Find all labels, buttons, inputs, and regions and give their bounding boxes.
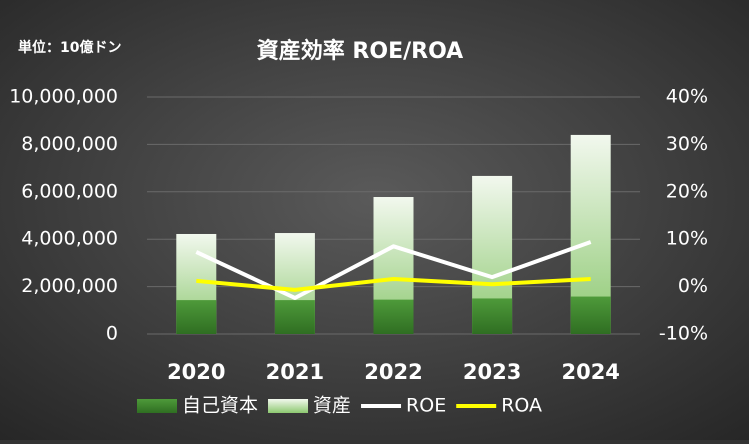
x-tick-label: 2023 (463, 360, 521, 384)
x-tick-label: 2021 (266, 360, 324, 384)
y2-tick-label: -10% (659, 323, 708, 345)
line (196, 277, 591, 292)
y-tick-label: 2,000,000 (21, 275, 118, 297)
bar (274, 300, 315, 334)
unit-note: 単位：10億ドン (18, 39, 121, 56)
x-tick-label: 2022 (364, 360, 422, 384)
line (195, 240, 592, 300)
legend-label: 自己資本 (182, 395, 258, 417)
y-tick-label: 6,000,000 (21, 180, 118, 202)
legend-swatch (268, 399, 309, 413)
y2-tick-label: 20% (666, 180, 708, 202)
y-tick-label: 10,000,000 (9, 86, 118, 108)
x-tick-label: 2020 (167, 360, 225, 384)
bar (570, 296, 611, 334)
y2-tick-label: 40% (666, 86, 708, 108)
y2-tick-label: 0% (678, 275, 708, 297)
bar (373, 299, 414, 334)
y-tick-label: 0 (106, 323, 118, 345)
y2-tick-label: 10% (666, 228, 708, 250)
chart-title: 資産効率 ROE/ROA (257, 38, 463, 64)
legend-label: ROA (501, 395, 542, 417)
y-tick-label: 4,000,000 (21, 228, 118, 250)
legend-label: 資産 (313, 395, 351, 417)
bar (472, 298, 513, 334)
y2-tick-label: 30% (666, 133, 708, 155)
legend-label: ROE (406, 395, 446, 417)
legend-swatch (137, 399, 177, 413)
y-tick-label: 8,000,000 (21, 133, 118, 155)
bar (176, 300, 217, 334)
x-tick-label: 2024 (561, 360, 619, 384)
